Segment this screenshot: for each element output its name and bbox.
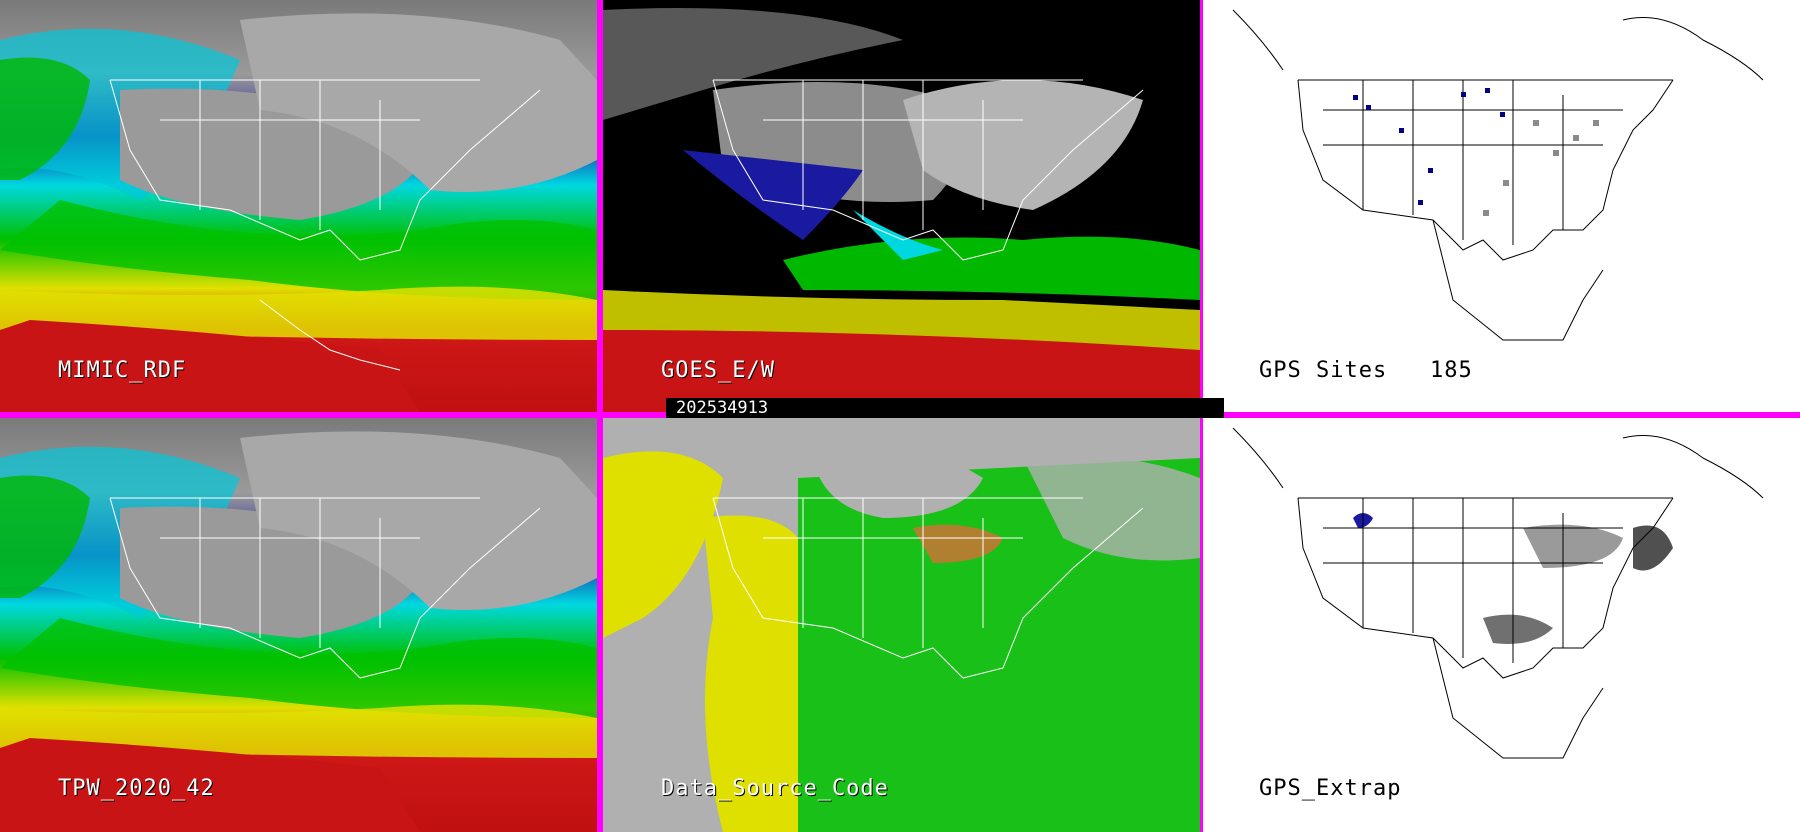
timestamp-text: 202534913 bbox=[676, 398, 769, 418]
mimic-rdf-map bbox=[0, 0, 597, 412]
panel-label-data-source: Data_Source_Code bbox=[661, 776, 889, 801]
gps-sites-title: GPS Sites bbox=[1259, 358, 1388, 383]
tpw-map bbox=[0, 418, 597, 832]
data-source-map bbox=[603, 418, 1200, 832]
panel-label-gps-sites: GPS Sites 185 bbox=[1259, 358, 1473, 383]
gps-sites-map bbox=[1203, 0, 1800, 412]
gps-sites-panel: GPS Sites 185 bbox=[1203, 0, 1800, 412]
goes-map bbox=[603, 0, 1200, 412]
mimic-rdf-panel: MIMIC_RDF bbox=[0, 0, 597, 412]
tpw-panel: TPW_2020_42 bbox=[0, 418, 597, 832]
data-source-panel: Data_Source_Code bbox=[603, 418, 1200, 832]
gps-sites-count: 185 bbox=[1429, 358, 1473, 383]
timestamp-bar: 202534913 bbox=[666, 398, 1224, 418]
panel-label-gps-extrap: GPS_Extrap bbox=[1259, 776, 1402, 801]
gps-extrap-panel: GPS_Extrap bbox=[1203, 418, 1800, 832]
gps-extrap-map bbox=[1203, 418, 1800, 832]
goes-panel: GOES_E/W bbox=[603, 0, 1200, 412]
panel-label-tpw: TPW_2020_42 bbox=[58, 776, 215, 801]
panel-label-mimic-rdf: MIMIC_RDF bbox=[58, 358, 187, 383]
panel-label-goes: GOES_E/W bbox=[661, 358, 775, 383]
